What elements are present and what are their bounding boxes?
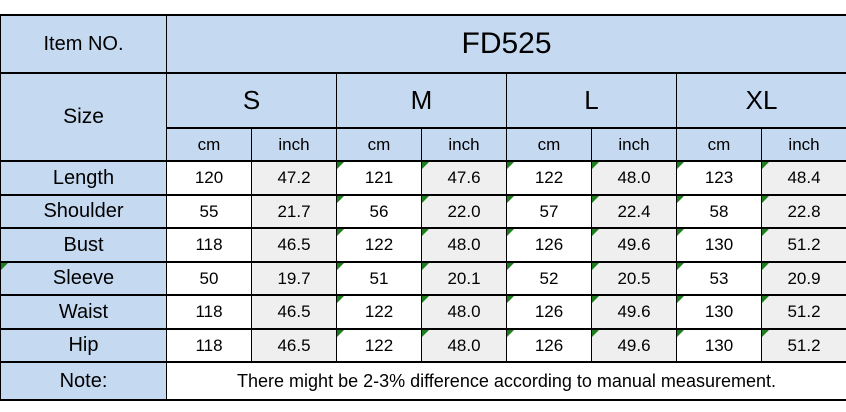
size-col-s: S bbox=[166, 72, 337, 129]
value-cell: 58 bbox=[676, 194, 762, 229]
item-no-row: Item NO. FD525 bbox=[0, 14, 846, 74]
size-col-l: L bbox=[506, 72, 677, 129]
value-cell: 46.5 bbox=[251, 294, 337, 330]
unit-header-row: cm inch cm inch cm inch cm inch bbox=[1, 127, 846, 162]
value-cell: 49.6 bbox=[591, 227, 677, 263]
unit-header: inch bbox=[591, 127, 677, 162]
value-cell: 48.0 bbox=[421, 294, 507, 330]
value-cell: 22.0 bbox=[421, 194, 507, 229]
value-cell: 130 bbox=[676, 328, 762, 363]
value-cell: 47.2 bbox=[251, 160, 337, 196]
measurement-row-shoulder: Shoulder 55 21.7 56 22.0 57 22.4 58 22.8 bbox=[0, 194, 846, 229]
unit-header: cm bbox=[336, 127, 422, 162]
value-cell: 47.6 bbox=[421, 160, 507, 196]
value-cell: 51.2 bbox=[760, 328, 846, 363]
measurement-row-waist: Waist 118 46.5 122 48.0 126 49.6 130 51.… bbox=[0, 294, 846, 330]
value-cell: 126 bbox=[506, 227, 592, 263]
row-label: Hip bbox=[0, 328, 167, 363]
size-label-cell: Size bbox=[0, 72, 167, 162]
value-cell: 118 bbox=[166, 294, 252, 330]
value-cell: 118 bbox=[166, 227, 252, 263]
value-cell: 126 bbox=[506, 294, 592, 330]
unit-header: inch bbox=[421, 127, 507, 162]
value-cell: 46.5 bbox=[251, 227, 337, 263]
note-row: Note: There might be 2-3% difference acc… bbox=[0, 361, 846, 401]
value-cell: 122 bbox=[336, 294, 422, 330]
size-col-m: M bbox=[336, 72, 507, 129]
row-label: Length bbox=[0, 160, 167, 196]
value-cell: 48.0 bbox=[421, 227, 507, 263]
value-cell: 53 bbox=[676, 261, 762, 296]
measurement-row-hip: Hip 118 46.5 122 48.0 126 49.6 130 51.2 bbox=[0, 328, 846, 363]
unit-header: cm bbox=[166, 127, 252, 162]
row-label: Waist bbox=[0, 294, 167, 330]
value-cell: 120 bbox=[166, 160, 252, 196]
value-cell: 122 bbox=[336, 227, 422, 263]
item-no-label-cell: Item NO. bbox=[0, 14, 167, 74]
value-cell: 121 bbox=[336, 160, 422, 196]
value-cell: 20.5 bbox=[591, 261, 677, 296]
note-label-cell: Note: bbox=[0, 361, 167, 401]
value-cell: 20.1 bbox=[421, 261, 507, 296]
value-cell: 49.6 bbox=[591, 294, 677, 330]
value-cell: 57 bbox=[506, 194, 592, 229]
size-col-xl: XL bbox=[675, 72, 846, 129]
value-cell: 130 bbox=[676, 294, 762, 330]
value-cell: 19.7 bbox=[251, 261, 337, 296]
value-cell: 51.2 bbox=[760, 294, 846, 330]
value-cell: 56 bbox=[336, 194, 422, 229]
value-cell: 50 bbox=[166, 261, 252, 296]
value-cell: 48.4 bbox=[760, 160, 846, 196]
unit-header: inch bbox=[251, 127, 337, 162]
size-group-row: Size S M L XL bbox=[0, 72, 846, 162]
measurement-row-sleeve: Sleeve 50 19.7 51 20.1 52 20.5 53 20.9 bbox=[0, 261, 846, 296]
size-chart-table: Item NO. FD525 Size S M L XL cm inch cm … bbox=[0, 14, 846, 401]
value-cell: 46.5 bbox=[251, 328, 337, 363]
value-cell: 55 bbox=[166, 194, 252, 229]
note-text-cell: There might be 2-3% difference according… bbox=[165, 361, 846, 401]
item-no-value-cell: FD525 bbox=[165, 14, 846, 74]
row-label: Sleeve bbox=[0, 261, 167, 296]
value-cell: 122 bbox=[506, 160, 592, 196]
value-cell: 20.9 bbox=[760, 261, 846, 296]
value-cell: 21.7 bbox=[251, 194, 337, 229]
measurement-row-length: Length 120 47.2 121 47.6 122 48.0 123 48… bbox=[0, 160, 846, 196]
value-cell: 122 bbox=[336, 328, 422, 363]
value-cell: 51 bbox=[336, 261, 422, 296]
size-chart-container: Item NO. FD525 Size S M L XL cm inch cm … bbox=[0, 14, 846, 401]
value-cell: 51.2 bbox=[760, 227, 846, 263]
unit-header: inch bbox=[760, 127, 846, 162]
value-cell: 22.4 bbox=[591, 194, 677, 229]
value-cell: 52 bbox=[506, 261, 592, 296]
measurement-row-bust: Bust 118 46.5 122 48.0 126 49.6 130 51.2 bbox=[0, 227, 846, 263]
unit-header: cm bbox=[676, 127, 762, 162]
row-label: Shoulder bbox=[0, 194, 167, 229]
value-cell: 22.8 bbox=[760, 194, 846, 229]
value-cell: 130 bbox=[676, 227, 762, 263]
value-cell: 48.0 bbox=[591, 160, 677, 196]
value-cell: 48.0 bbox=[421, 328, 507, 363]
value-cell: 126 bbox=[506, 328, 592, 363]
value-cell: 123 bbox=[676, 160, 762, 196]
value-cell: 49.6 bbox=[591, 328, 677, 363]
row-label: Bust bbox=[0, 227, 167, 263]
unit-header: cm bbox=[506, 127, 592, 162]
value-cell: 118 bbox=[166, 328, 252, 363]
